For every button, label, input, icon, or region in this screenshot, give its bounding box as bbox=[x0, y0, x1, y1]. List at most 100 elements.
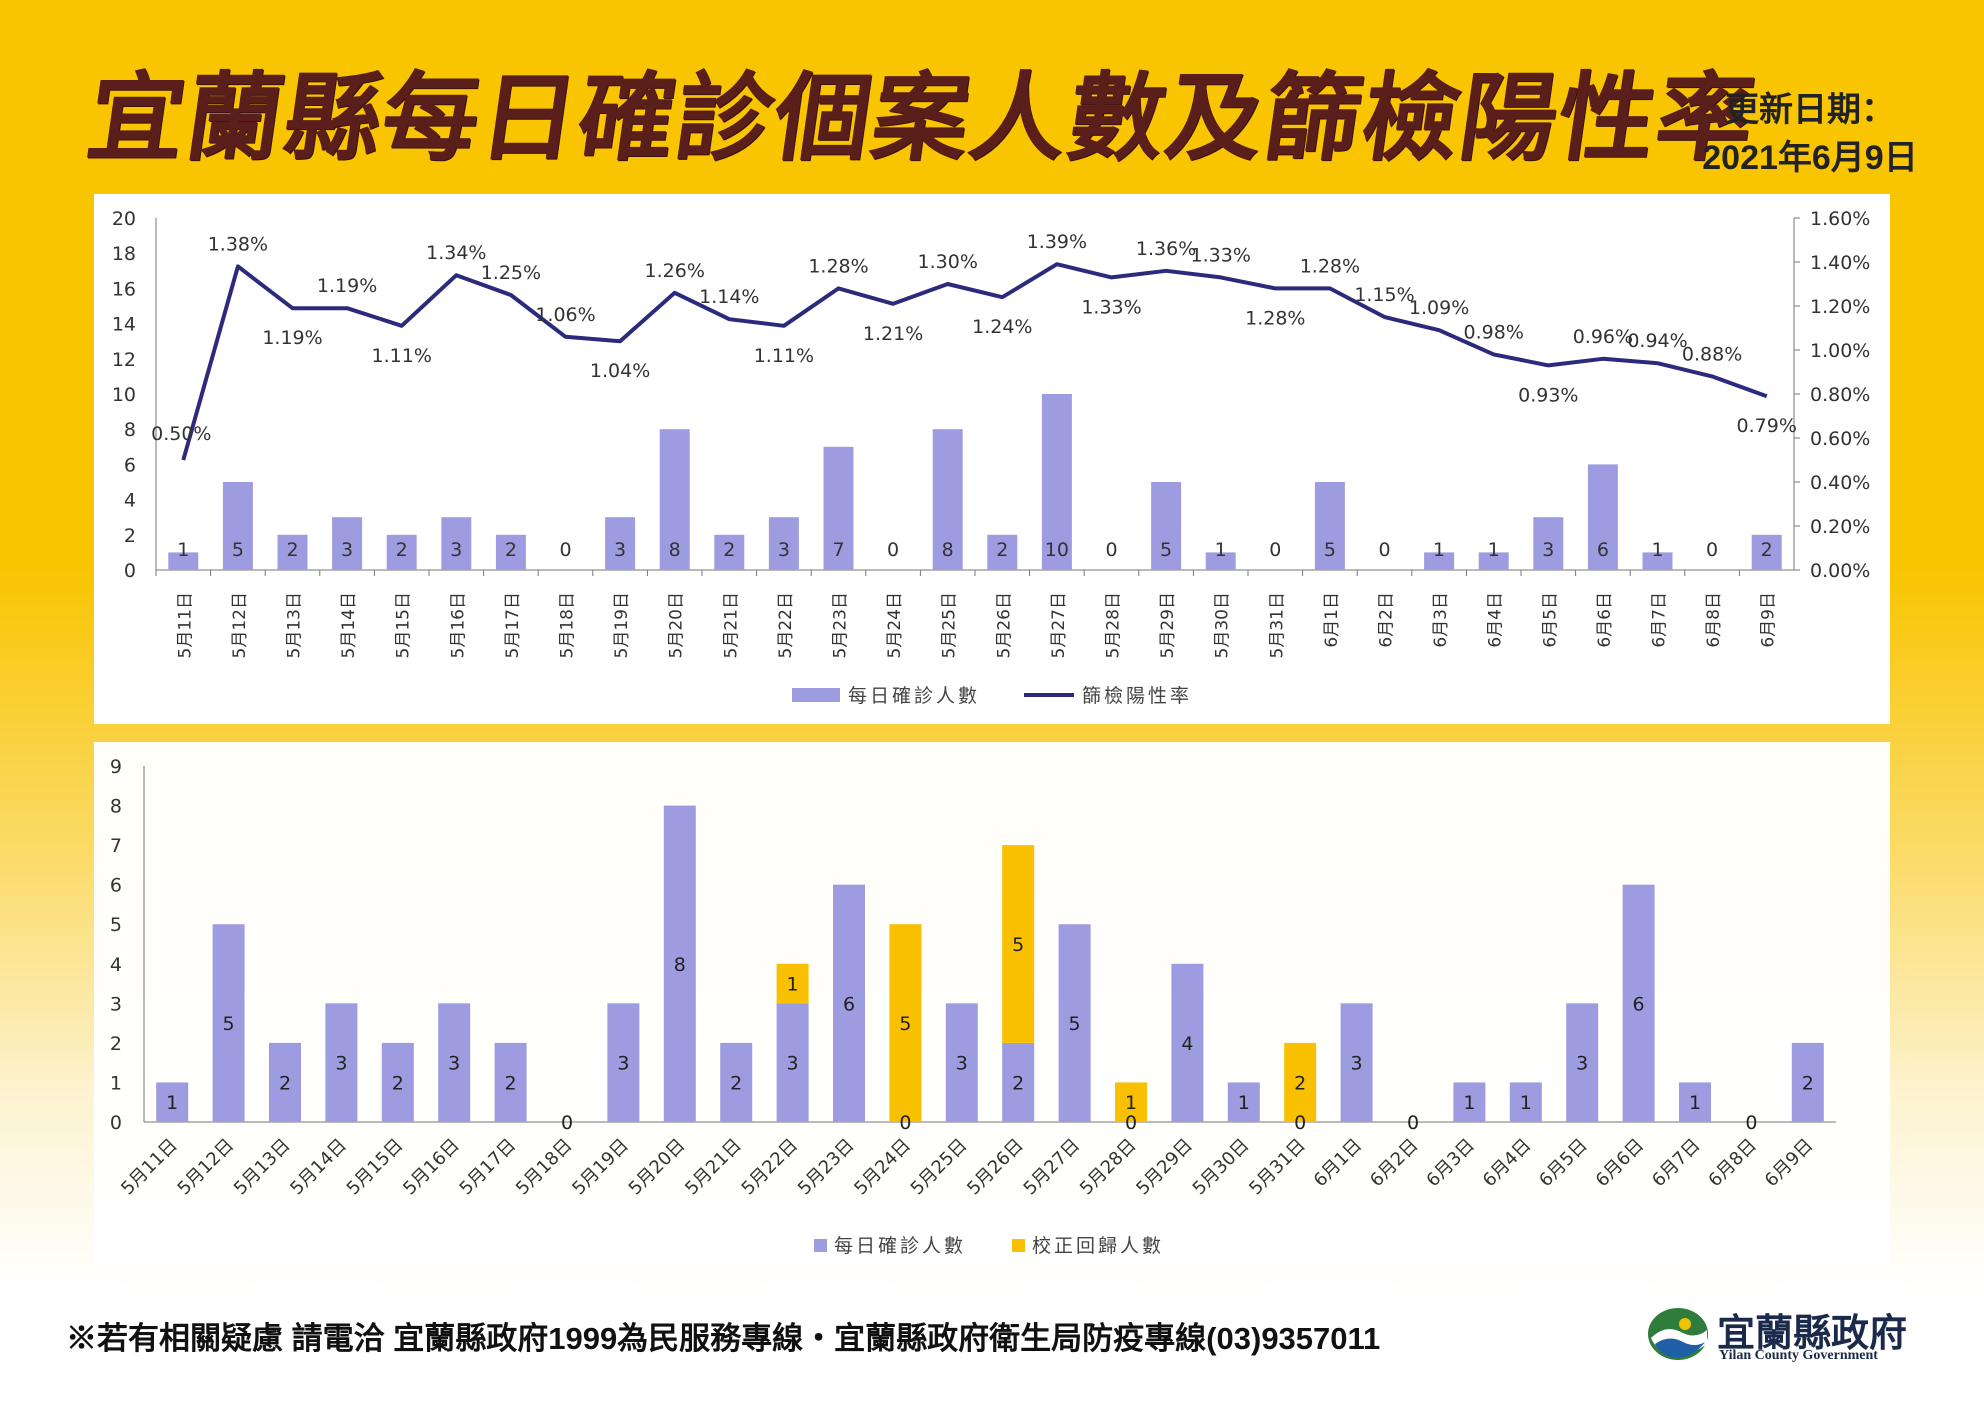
positivity-data-label: 1.19% bbox=[262, 327, 322, 349]
positivity-data-label: 1.04% bbox=[590, 360, 650, 382]
x-tick-label: 5月31日 bbox=[1267, 592, 1287, 658]
case-bar bbox=[987, 534, 1018, 570]
x-tick-label: 5月11日 bbox=[117, 1135, 182, 1200]
case-bar bbox=[1058, 924, 1091, 1122]
x-tick-label: 5月25日 bbox=[940, 592, 960, 658]
update-label: 更新日期： bbox=[1725, 91, 1895, 129]
case-bar bbox=[932, 429, 963, 570]
x-tick-label: 5月24日 bbox=[850, 1135, 915, 1200]
y-tick-label: 8 bbox=[110, 796, 122, 818]
case-data-label: 3 bbox=[1576, 1053, 1588, 1075]
case-data-label: 3 bbox=[1542, 539, 1554, 561]
case-bar bbox=[1041, 394, 1072, 570]
positivity-data-label: 0.94% bbox=[1627, 330, 1687, 352]
positivity-data-label: 1.28% bbox=[808, 255, 868, 277]
case-data-label: 8 bbox=[669, 539, 681, 561]
right-tick-label: 0.60% bbox=[1810, 428, 1870, 450]
update-info: 更新日期： 2021年6月9日 bbox=[1660, 86, 1960, 182]
case-data-label: 2 bbox=[723, 539, 735, 561]
correction-bar bbox=[776, 963, 809, 1004]
positivity-data-label: 1.30% bbox=[918, 251, 978, 273]
positivity-data-label: 1.25% bbox=[481, 262, 541, 284]
positivity-data-label: 1.26% bbox=[645, 260, 705, 282]
case-bar bbox=[720, 1042, 753, 1122]
x-tick-label: 5月22日 bbox=[776, 592, 796, 658]
case-data-label: 0 bbox=[899, 1112, 911, 1134]
case-bar bbox=[1205, 552, 1236, 570]
right-tick-label: 1.00% bbox=[1810, 340, 1870, 362]
x-tick-label: 6月7日 bbox=[1648, 1135, 1705, 1192]
x-tick-label: 5月18日 bbox=[512, 1135, 577, 1200]
case-data-label: 3 bbox=[341, 539, 353, 561]
case-bar bbox=[714, 534, 745, 570]
positivity-data-label: 0.50% bbox=[151, 423, 211, 445]
y-tick-label: 2 bbox=[110, 1033, 122, 1055]
legend-case-label: 每日確診人數 bbox=[834, 1235, 966, 1257]
case-bar bbox=[441, 517, 472, 570]
case-data-label: 0 bbox=[1706, 539, 1718, 561]
case-data-label: 3 bbox=[450, 539, 462, 561]
case-data-label: 2 bbox=[392, 1072, 404, 1094]
x-tick-label: 5月12日 bbox=[174, 1135, 239, 1200]
positivity-data-label: 1.24% bbox=[972, 316, 1032, 338]
positivity-data-label: 1.11% bbox=[754, 345, 814, 367]
x-tick-label: 5月14日 bbox=[286, 1135, 351, 1200]
x-tick-label: 5月30日 bbox=[1213, 592, 1233, 658]
correction-data-label: 5 bbox=[899, 1013, 911, 1035]
case-data-label: 1 bbox=[1433, 539, 1445, 561]
x-tick-label: 5月21日 bbox=[681, 1135, 746, 1200]
case-data-label: 3 bbox=[1351, 1053, 1363, 1075]
chart-panel-top: 0 2 4 6 8 10 12 14 16 18 20 0.00% 0.20% 0.40% 0.60% 0.8… bbox=[94, 194, 1890, 724]
cases-correction-chart: 012345678915月11日55月12日25月13日35月14日25月15日… bbox=[110, 756, 1836, 1257]
correction-data-label: 1 bbox=[1125, 1092, 1137, 1114]
x-tick-label: 6月3日 bbox=[1431, 592, 1451, 648]
x-tick-label: 5月28日 bbox=[1104, 592, 1124, 658]
x-tick-label: 5月26日 bbox=[994, 592, 1014, 658]
case-data-label: 8 bbox=[942, 539, 954, 561]
positivity-line bbox=[181, 262, 1768, 461]
case-bar bbox=[1227, 1082, 1260, 1122]
case-bar bbox=[222, 482, 253, 570]
right-tick-label: 0.40% bbox=[1810, 472, 1870, 494]
case-bar bbox=[156, 1082, 189, 1122]
y-tick-label: 9 bbox=[110, 756, 122, 778]
case-data-label: 1 bbox=[1488, 539, 1500, 561]
x-tick-label: 5月28日 bbox=[1076, 1135, 1141, 1200]
case-data-label: 1 bbox=[1463, 1092, 1475, 1114]
case-data-label: 3 bbox=[778, 539, 790, 561]
case-data-label: 2 bbox=[286, 539, 298, 561]
county-emblem-icon bbox=[1648, 1308, 1708, 1360]
logo-text-en: Yilan County Government bbox=[1719, 1348, 1878, 1363]
case-data-label: 3 bbox=[787, 1053, 799, 1075]
y-tick-label: 3 bbox=[110, 993, 122, 1015]
case-data-label: 3 bbox=[617, 1053, 629, 1075]
x-tick-label: 6月5日 bbox=[1540, 592, 1560, 648]
legend-bar-swatch bbox=[792, 688, 840, 702]
case-bar bbox=[168, 552, 199, 570]
x-tick-label: 6月3日 bbox=[1422, 1135, 1479, 1192]
case-data-label: 10 bbox=[1045, 539, 1069, 561]
case-data-label: 5 bbox=[1069, 1013, 1081, 1035]
x-tick-label: 6月5日 bbox=[1535, 1135, 1592, 1192]
case-bar bbox=[1679, 1082, 1711, 1122]
left-tick-label: 10 bbox=[112, 384, 136, 406]
case-bar bbox=[945, 1003, 978, 1122]
case-bar bbox=[1509, 1082, 1542, 1122]
x-tick-label: 6月2日 bbox=[1377, 592, 1397, 648]
case-bar bbox=[494, 1042, 527, 1122]
county-logo: 宜蘭縣政府 Yilan County Government bbox=[1645, 1300, 1945, 1370]
correction-bar bbox=[889, 924, 922, 1122]
case-bar bbox=[1453, 1082, 1486, 1122]
case-data-label: 2 bbox=[279, 1072, 291, 1094]
case-bar bbox=[1314, 482, 1345, 570]
correction-bar bbox=[1002, 845, 1035, 1043]
page-title: 宜蘭縣每日確診個案人數及篩檢陽性率 bbox=[80, 62, 1763, 174]
x-tick-label: 6月6日 bbox=[1595, 592, 1615, 648]
x-tick-label: 5月29日 bbox=[1158, 592, 1178, 658]
positivity-data-label: 1.14% bbox=[699, 286, 759, 308]
left-tick-label: 12 bbox=[112, 349, 136, 371]
case-data-label: 1 bbox=[1215, 539, 1227, 561]
case-bar bbox=[381, 1042, 414, 1122]
x-tick-label: 5月27日 bbox=[1020, 1135, 1085, 1200]
x-tick-label: 5月30日 bbox=[1189, 1135, 1254, 1200]
